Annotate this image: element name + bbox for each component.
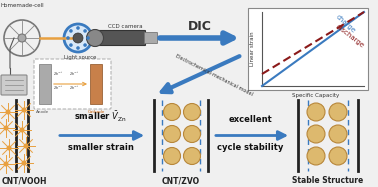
Bar	[248, 8, 368, 90]
Text: CNT/ZVO: CNT/ZVO	[162, 176, 200, 185]
Text: Anode: Anode	[36, 110, 50, 114]
Circle shape	[3, 162, 9, 166]
FancyBboxPatch shape	[1, 75, 27, 95]
Circle shape	[23, 143, 28, 148]
FancyBboxPatch shape	[94, 30, 146, 45]
Text: Zn²⁺: Zn²⁺	[70, 72, 79, 76]
Circle shape	[86, 36, 90, 40]
FancyBboxPatch shape	[144, 33, 158, 44]
Text: Electrochemical-mechanical model: Electrochemical-mechanical model	[174, 53, 253, 97]
Circle shape	[164, 148, 181, 165]
Text: discharge: discharge	[335, 23, 365, 49]
Text: Light source: Light source	[64, 55, 96, 60]
Circle shape	[307, 125, 325, 143]
Text: excellent: excellent	[229, 114, 273, 123]
Bar	[90, 64, 102, 104]
Text: Linear strain: Linear strain	[251, 32, 256, 66]
Circle shape	[3, 125, 9, 131]
Circle shape	[87, 30, 104, 47]
Text: DIC: DIC	[187, 20, 211, 33]
Text: smaller $\bar{V}_{\mathrm{Zn}}$: smaller $\bar{V}_{\mathrm{Zn}}$	[74, 109, 127, 123]
Text: Cathode: Cathode	[87, 110, 105, 114]
Circle shape	[307, 147, 325, 165]
Circle shape	[183, 125, 200, 142]
Circle shape	[83, 43, 87, 47]
Circle shape	[329, 125, 347, 143]
Circle shape	[183, 148, 200, 165]
FancyBboxPatch shape	[34, 59, 111, 109]
Circle shape	[76, 46, 80, 50]
Circle shape	[329, 103, 347, 121]
Circle shape	[76, 26, 80, 30]
Circle shape	[20, 128, 25, 133]
Text: cycle stability: cycle stability	[217, 143, 284, 153]
Circle shape	[22, 108, 26, 113]
Text: CNT/VOOH: CNT/VOOH	[1, 176, 47, 185]
Circle shape	[18, 34, 26, 42]
Circle shape	[5, 109, 11, 114]
Text: Stable Structure: Stable Structure	[292, 176, 364, 185]
Circle shape	[329, 147, 347, 165]
Text: Homemade-cell: Homemade-cell	[0, 3, 44, 8]
Text: Zn²⁺: Zn²⁺	[70, 86, 79, 90]
Text: CCD camera: CCD camera	[108, 24, 142, 29]
Circle shape	[307, 103, 325, 121]
Circle shape	[64, 24, 92, 52]
Circle shape	[69, 29, 73, 33]
Circle shape	[22, 160, 26, 165]
Circle shape	[164, 103, 181, 120]
Circle shape	[66, 36, 70, 40]
Circle shape	[83, 29, 87, 33]
Circle shape	[6, 145, 11, 151]
Text: Zn²⁺: Zn²⁺	[53, 72, 63, 76]
Circle shape	[164, 125, 181, 142]
Text: Zn²⁺: Zn²⁺	[53, 86, 63, 90]
Text: smaller strain: smaller strain	[68, 143, 133, 153]
Circle shape	[183, 103, 200, 120]
Bar	[39, 64, 51, 104]
Text: Specific Capacity: Specific Capacity	[292, 93, 339, 98]
Text: charge: charge	[335, 14, 357, 34]
Circle shape	[73, 33, 83, 43]
Circle shape	[69, 43, 73, 47]
